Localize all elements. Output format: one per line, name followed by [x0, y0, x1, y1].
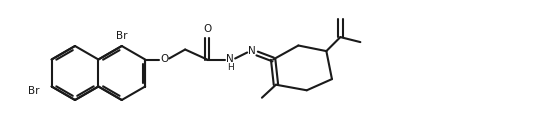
- Text: N: N: [248, 47, 256, 56]
- Text: O: O: [160, 55, 168, 64]
- Text: Br: Br: [28, 86, 39, 95]
- Text: H: H: [227, 63, 233, 72]
- Text: Br: Br: [116, 31, 128, 41]
- Text: N: N: [226, 55, 234, 64]
- Text: O: O: [203, 25, 211, 34]
